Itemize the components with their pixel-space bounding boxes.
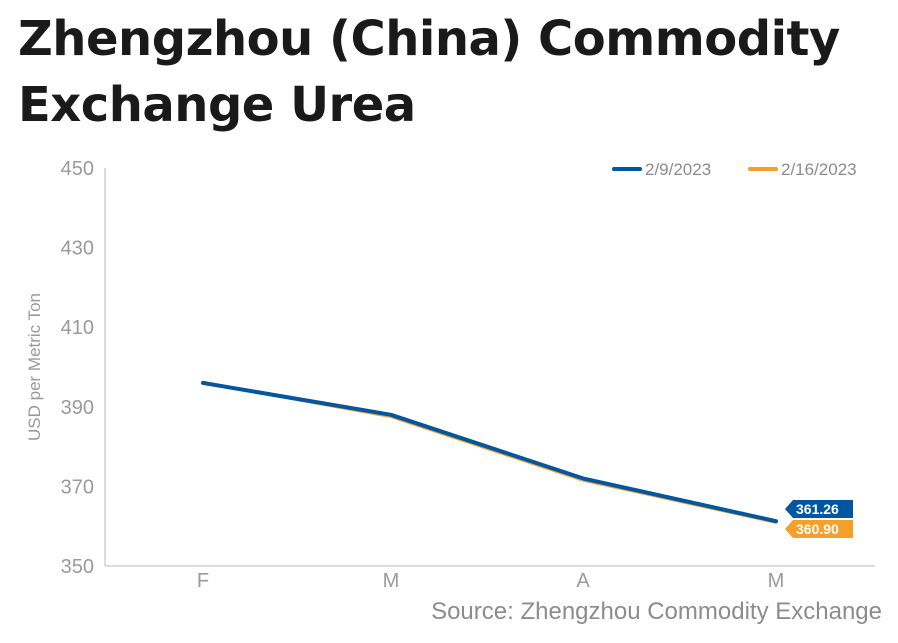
legend: 2/9/2023 2/16/2023 bbox=[612, 160, 857, 179]
x-tick-label: M bbox=[768, 570, 785, 592]
y-tick-label: 410 bbox=[61, 317, 94, 339]
y-tick-label: 390 bbox=[61, 397, 94, 419]
source-note: Source: Zhengzhou Commodity Exchange bbox=[431, 598, 882, 625]
x-tick-label: M bbox=[383, 570, 400, 592]
legend-label-0: 2/9/2023 bbox=[645, 160, 711, 179]
end-label-tag-1 bbox=[785, 520, 853, 538]
y-tick-label: 350 bbox=[61, 556, 94, 578]
chart-title: Zhengzhou (China) Commodity Exchange Ure… bbox=[18, 11, 840, 133]
series-lines bbox=[201, 380, 778, 524]
y-tick-labels: 350 370 390 410 430 450 bbox=[61, 158, 94, 578]
end-value-labels: 361.26 360.90 bbox=[785, 500, 853, 538]
series-line-0 bbox=[201, 380, 778, 524]
end-label-value-1: 360.90 bbox=[796, 521, 839, 537]
x-tick-label: A bbox=[576, 570, 590, 592]
y-axis-label: USD per Metric Ton bbox=[25, 293, 44, 441]
y-tick-label: 450 bbox=[61, 158, 94, 180]
x-tick-label: F bbox=[197, 570, 209, 592]
legend-label-1: 2/16/2023 bbox=[781, 160, 857, 179]
y-tick-label: 430 bbox=[61, 238, 94, 260]
end-label-value-0: 361.26 bbox=[796, 501, 839, 517]
end-label-tag-0 bbox=[785, 500, 853, 518]
y-tick-label: 370 bbox=[61, 476, 94, 498]
